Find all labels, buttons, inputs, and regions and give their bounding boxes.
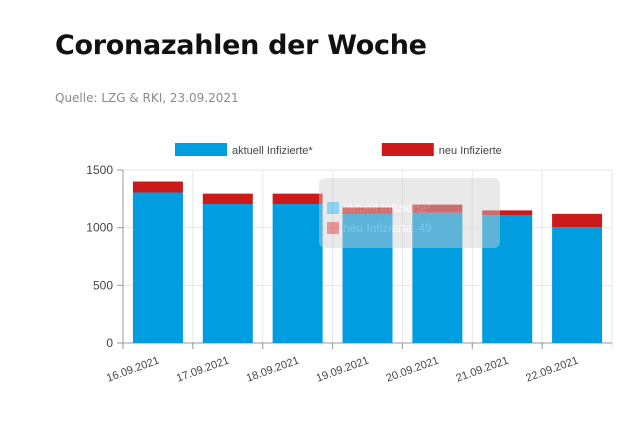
bar-segment [482,214,533,343]
legend-label: neu Infizierte [439,145,502,157]
bar-segment [272,204,323,343]
tooltip-line: aktuell Infizierte* [343,201,431,215]
y-tick-label: 0 [106,336,113,350]
bar-segment [202,193,253,205]
y-axis-ticks: 0 500 1000 1500 [86,163,113,350]
chart-bars [132,181,603,343]
tooltip-swatch [327,202,339,214]
y-tick-label: 500 [93,278,113,292]
bar-segment [202,204,253,343]
source-note: Quelle: LZG & RKI, 23.09.2021 [55,91,239,105]
bar-segment [132,181,183,193]
x-tick-label: 17.09.2021 [175,355,231,385]
bar-segment [412,212,463,343]
x-tick-label: 20.09.2021 [385,355,441,385]
tooltip-line: neu Infizierte: 49 [343,221,432,235]
x-tick-label: 19.09.2021 [315,355,371,385]
x-axis-ticks: 16.09.2021 17.09.2021 18.09.2021 19.09.2021… [105,355,580,385]
chart-legend: aktuell Infizierte* neu Infizierte [175,143,502,157]
bar-segment [342,213,393,343]
x-tick-label: 22.09.2021 [524,355,580,385]
bar-segment [412,204,463,213]
y-tick-label: 1000 [86,221,113,235]
tooltip-swatch [327,222,339,234]
bar-segment [272,193,323,205]
tooltip-box [319,178,500,248]
bar-segment [552,213,603,228]
legend-label: aktuell Infizierte* [232,145,313,157]
bar-segment [342,207,393,214]
bar-segment [132,192,183,343]
bar-segment [482,210,533,215]
page-title: Coronazahlen der Woche [55,30,427,61]
legend-swatch [381,143,434,156]
x-tick-label: 16.09.2021 [105,355,161,385]
x-tick-label: 18.09.2021 [245,355,301,385]
chart-tooltip: aktuell Infizierte* neu Infizierte: 49 [319,178,500,248]
x-tick-label: 21.09.2021 [454,355,510,385]
y-tick-label: 1500 [86,163,113,177]
legend-swatch [175,143,227,156]
bar-segment [552,227,603,343]
